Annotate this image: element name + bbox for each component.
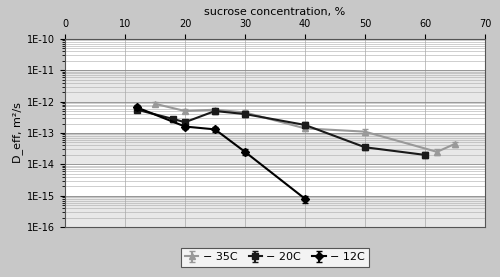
Bar [65, 133, 485, 164]
Bar [65, 39, 485, 70]
Bar [65, 102, 485, 133]
Bar [65, 70, 485, 102]
Bar [65, 196, 485, 227]
Y-axis label: D_eff, m²/s: D_eff, m²/s [12, 102, 23, 163]
X-axis label: sucrose concentration, %: sucrose concentration, % [204, 7, 346, 17]
Legend: − 35C, − 20C, − 12C: − 35C, − 20C, − 12C [180, 248, 370, 267]
Bar [65, 164, 485, 196]
